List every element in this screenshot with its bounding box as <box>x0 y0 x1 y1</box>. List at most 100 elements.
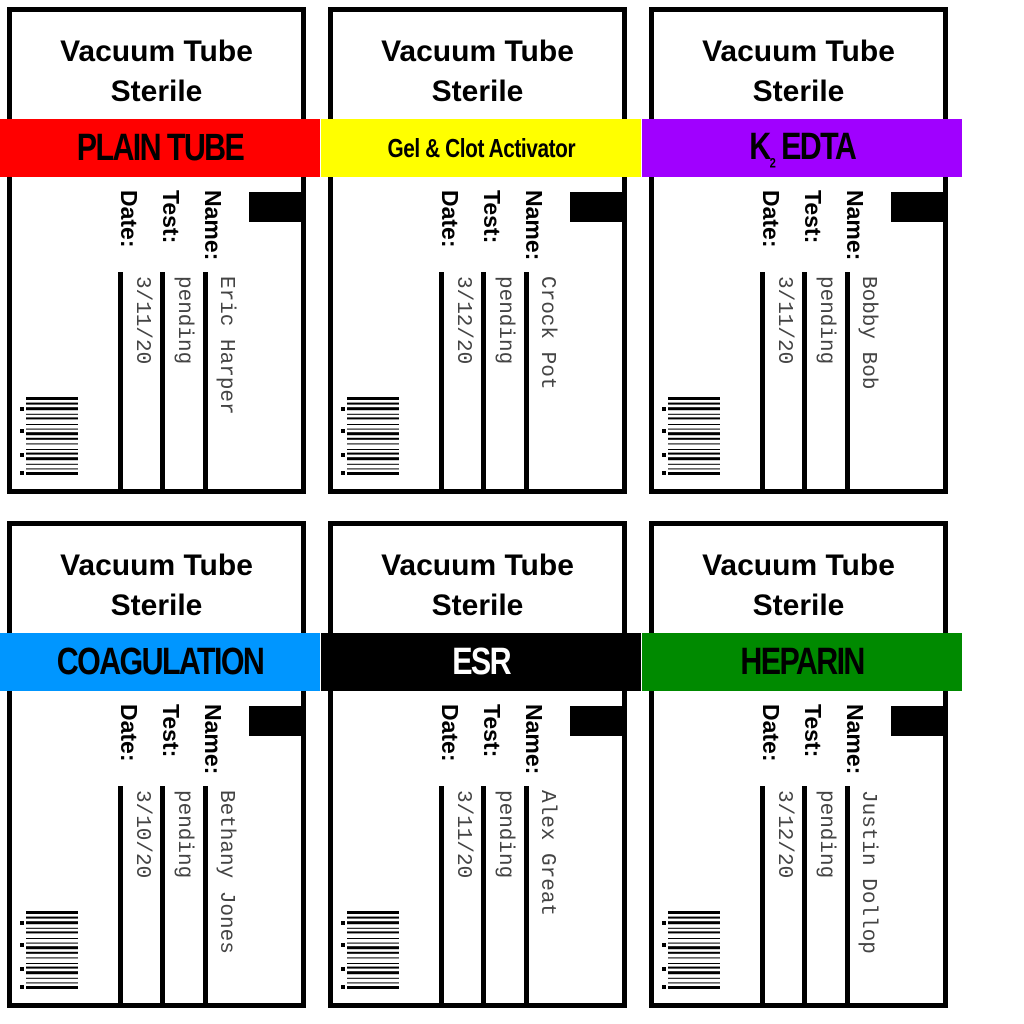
tube-type-band: Gel & Clot Activator <box>321 119 641 177</box>
barcode-bar <box>347 921 399 925</box>
barcode-bar <box>26 407 78 411</box>
tube-label: Vacuum Tube Sterile Name: Bobby Bob Test: pen… <box>649 7 948 494</box>
heading-line-1: Vacuum Tube <box>60 35 253 68</box>
barcode-bar <box>347 468 399 470</box>
barcode-bar <box>26 931 78 934</box>
barcode-bar <box>26 957 78 959</box>
date-line <box>118 786 123 1008</box>
tube-type-text: PLAIN TUBE <box>76 126 245 169</box>
barcode-bar <box>26 424 78 425</box>
barcode-bar <box>668 931 720 934</box>
barcode-bar <box>26 432 78 436</box>
test-value: pending <box>814 790 837 879</box>
barcode-bar <box>26 963 78 964</box>
name-value: Bethany Jones <box>214 790 237 954</box>
test-line <box>481 786 486 1008</box>
name-value: Eric Harper <box>214 276 237 415</box>
barcode-bar <box>347 472 399 475</box>
barcode-bar <box>668 452 720 455</box>
name-label: Name: <box>200 190 226 261</box>
barcode-bar <box>26 911 78 914</box>
date-value: 3/12/20 <box>451 276 474 365</box>
date-label: Date: <box>758 704 784 762</box>
barcode-bar <box>26 402 78 405</box>
barcode-bar <box>347 397 399 400</box>
name-line <box>203 272 208 494</box>
barcode-bar <box>668 938 720 939</box>
tube-type-text: COAGULATION <box>56 640 265 683</box>
tube-label: Vacuum Tube Sterile Name: Crock Pot Test: pen… <box>328 7 627 494</box>
heading-line-1: Vacuum Tube <box>60 549 253 582</box>
black-box <box>891 706 943 736</box>
barcode-bar <box>347 957 399 959</box>
label-heading: Vacuum Tube Sterile <box>654 32 943 112</box>
barcode-bar <box>668 921 720 925</box>
barcode-bar <box>347 437 399 440</box>
name-label: Name: <box>842 190 868 261</box>
black-box <box>249 192 301 222</box>
barcode-bar <box>668 437 720 440</box>
barcode-digit-mark <box>20 967 24 971</box>
barcode-digit-mark <box>20 407 24 411</box>
barcode-digit-mark <box>20 471 24 475</box>
barcode <box>662 397 720 487</box>
test-line <box>802 272 807 494</box>
name-line <box>524 272 529 494</box>
name-value: Crock Pot <box>535 276 558 390</box>
barcode-bar <box>668 402 720 405</box>
barcode-bar <box>26 468 78 470</box>
name-label: Name: <box>842 704 868 775</box>
heading-line-2: Sterile <box>431 589 524 622</box>
tube-label: Vacuum Tube Sterile Name: Bethany Jones Test… <box>7 521 306 1008</box>
test-label: Test: <box>158 190 184 244</box>
barcode-digit-mark <box>662 471 666 475</box>
name-label: Name: <box>200 704 226 775</box>
test-value: pending <box>493 276 516 365</box>
barcode-digit-mark <box>341 429 345 433</box>
barcode-bar <box>347 971 399 975</box>
barcode-bar <box>347 402 399 405</box>
barcode-bar <box>668 443 720 445</box>
barcode-bar <box>347 413 399 415</box>
tube-type-band: ESR <box>321 633 641 691</box>
tube-type-text: K2 EDTA <box>749 126 857 171</box>
barcode-bar <box>26 397 78 400</box>
test-label: Test: <box>479 190 505 244</box>
date-line <box>118 272 123 494</box>
barcode-digit-mark <box>20 453 24 457</box>
barcode-bar <box>347 986 399 989</box>
black-box <box>891 192 943 222</box>
date-line <box>439 272 444 494</box>
barcode-bar <box>668 957 720 959</box>
tube-type-text: ESR <box>452 640 511 683</box>
barcode-bar <box>668 417 720 420</box>
name-line <box>524 786 529 1008</box>
barcode-bar <box>668 463 720 465</box>
barcode-bar <box>347 911 399 914</box>
barcode-digit-mark <box>341 921 345 925</box>
tube-type-subscript: 2 <box>769 154 775 171</box>
test-value: pending <box>172 790 195 879</box>
date-label: Date: <box>116 190 142 248</box>
barcode-bar <box>668 449 720 450</box>
barcode-bar <box>347 916 399 919</box>
barcode-bar <box>668 951 720 954</box>
barcode-digit-mark <box>341 943 345 947</box>
test-line <box>802 786 807 1008</box>
barcode-bar <box>26 443 78 445</box>
barcode-bar <box>347 457 399 461</box>
barcode <box>662 911 720 1001</box>
barcode-bar <box>347 417 399 420</box>
barcode-bar <box>347 966 399 969</box>
barcode-digit-mark <box>662 921 666 925</box>
barcode-digit-mark <box>20 943 24 947</box>
date-value: 3/11/20 <box>772 276 795 365</box>
barcode-bar <box>668 468 720 470</box>
barcode-digit-mark <box>20 921 24 925</box>
barcode-digit-mark <box>662 453 666 457</box>
label-heading: Vacuum Tube Sterile <box>333 32 622 112</box>
name-line <box>845 272 850 494</box>
barcode-bar <box>668 966 720 969</box>
black-box <box>570 192 622 222</box>
barcode-bar <box>668 963 720 964</box>
